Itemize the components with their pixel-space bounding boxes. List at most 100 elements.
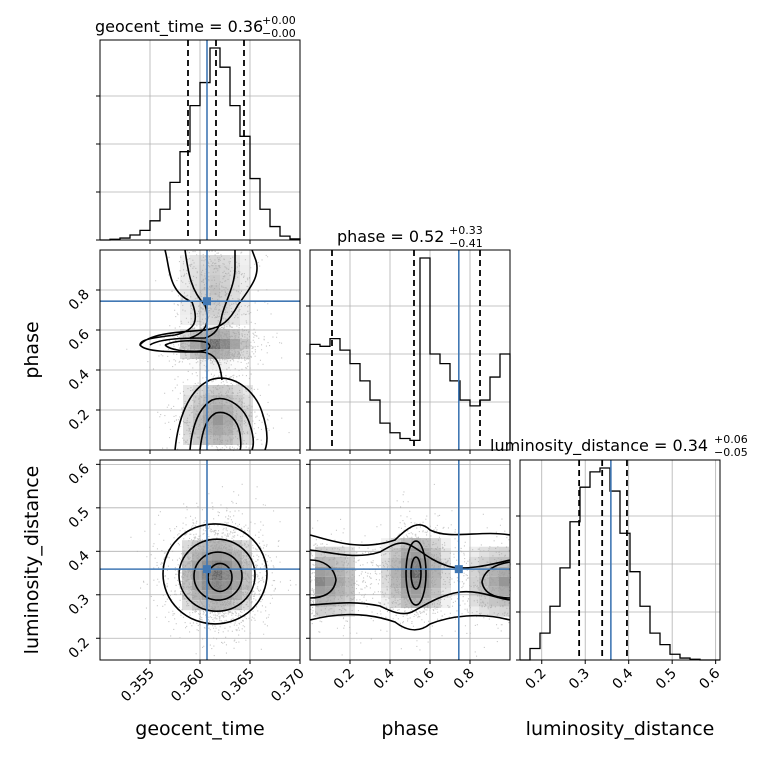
truth-point-geocent-time-vs-phase — [203, 297, 211, 306]
density-cell-phase-vs-luminosity-distance-2 — [479, 556, 489, 567]
density-cell-phase-vs-luminosity-distance-1 — [411, 538, 421, 549]
histogram-luminosity-distance — [520, 467, 720, 661]
contour-phase-vs-luminosity-distance-4 — [405, 540, 427, 606]
density-cell-geocent-time-vs-luminosity-distance-0 — [242, 550, 252, 561]
density-cell-geocent-time-vs-luminosity-distance-0 — [192, 590, 202, 601]
density-cell-geocent-time-vs-phase-2 — [210, 295, 220, 305]
density-cell-phase-vs-luminosity-distance-1 — [431, 538, 441, 549]
density-cell-geocent-time-vs-luminosity-distance-0 — [212, 540, 222, 551]
density-cell-geocent-time-vs-luminosity-distance-0 — [232, 550, 242, 561]
tick-layer: 0.355 0.360 0.365 0.370 0.2 0.4 0.6 0.8 0.2 0.3 0.… — [66, 95, 724, 706]
contour-geocent-time-vs-phase-5 — [199, 411, 242, 451]
truth-point-geocent-time-vs-luminosity-distance — [203, 565, 211, 574]
title-phase-minus: −0.41 — [449, 237, 483, 250]
density-cell-phase-vs-luminosity-distance-2 — [489, 566, 499, 577]
density-cell-phase-vs-luminosity-distance-0 — [315, 586, 325, 597]
density-cell-phase-vs-luminosity-distance-1 — [431, 558, 441, 569]
density-cell-geocent-time-vs-phase-2 — [220, 255, 230, 265]
density-cell-phase-vs-luminosity-distance-1 — [421, 598, 431, 609]
title-luminosity-distance-minus: −0.05 — [714, 446, 748, 459]
density-cell-phase-vs-luminosity-distance-2 — [489, 546, 499, 557]
density-cell-geocent-time-vs-phase-2 — [180, 255, 190, 265]
contour-geocent-time-vs-luminosity-distance-1 — [178, 538, 256, 613]
ytick-label-luminosity-distance-3: 0.5 — [66, 504, 93, 531]
contour-phase-vs-luminosity-distance-0 — [309, 524, 511, 546]
density-cell-geocent-time-vs-phase-2 — [210, 265, 220, 275]
density-cell-geocent-time-vs-phase-2 — [240, 305, 250, 315]
density-cell-phase-vs-luminosity-distance-2 — [469, 606, 479, 617]
density-cell-geocent-time-vs-phase-2 — [180, 305, 190, 315]
contour-geocent-time-vs-luminosity-distance-2 — [193, 551, 243, 601]
density-cell-phase-vs-luminosity-distance-1 — [431, 568, 441, 579]
density-cell-geocent-time-vs-phase-2 — [220, 315, 230, 325]
density-cell-geocent-time-vs-phase-1 — [193, 435, 203, 445]
marker-lines-layer — [100, 40, 628, 660]
ytick-label-phase-1: 0.4 — [66, 366, 93, 393]
density-cell-geocent-time-vs-luminosity-distance-0 — [222, 600, 232, 611]
density-cell-phase-vs-luminosity-distance-1 — [431, 588, 441, 599]
contour-geocent-time-vs-luminosity-distance-0 — [162, 523, 268, 625]
xtick-label-phase-1: 0.4 — [371, 665, 398, 692]
density-cell-geocent-time-vs-phase-2 — [180, 315, 190, 325]
density-cell-phase-vs-luminosity-distance-2 — [489, 576, 499, 587]
density-cell-geocent-time-vs-luminosity-distance-0 — [182, 590, 192, 601]
density-cell-phase-vs-luminosity-distance-1 — [411, 578, 421, 589]
density-cell-phase-vs-luminosity-distance-1 — [391, 578, 401, 589]
title-phase: phase = 0.52 — [337, 227, 444, 246]
density-cell-geocent-time-vs-phase-1 — [233, 385, 243, 395]
title-luminosity-distance-plus: +0.06 — [714, 433, 748, 446]
density-cell-geocent-time-vs-luminosity-distance-0 — [212, 600, 222, 611]
density-cell-phase-vs-luminosity-distance-2 — [479, 576, 489, 587]
density-cell-phase-vs-luminosity-distance-1 — [381, 588, 391, 599]
density-cell-phase-vs-luminosity-distance-1 — [381, 578, 391, 589]
density-cell-geocent-time-vs-luminosity-distance-0 — [242, 560, 252, 571]
density-cell-geocent-time-vs-phase-2 — [240, 275, 250, 285]
density-cell-geocent-time-vs-phase-2 — [230, 315, 240, 325]
density-cell-phase-vs-luminosity-distance-1 — [401, 598, 411, 609]
density-cell-geocent-time-vs-luminosity-distance-0 — [222, 590, 232, 601]
density-cell-phase-vs-luminosity-distance-1 — [441, 598, 451, 609]
contour-phase-vs-luminosity-distance-5 — [410, 556, 422, 590]
density-cell-phase-vs-luminosity-distance-0 — [315, 566, 325, 577]
density-cell-phase-vs-luminosity-distance-1 — [441, 548, 451, 559]
xtick-label-phase-0: 0.2 — [331, 666, 358, 693]
density-cell-geocent-time-vs-phase-0 — [220, 359, 230, 369]
contour-geocent-time-vs-phase-4 — [189, 397, 255, 451]
density-cell-phase-vs-luminosity-distance-1 — [381, 548, 391, 559]
density-cell-geocent-time-vs-phase-1 — [183, 385, 193, 395]
xtick-label-geocent-time-2: 0.365 — [218, 666, 258, 706]
density-cell-phase-vs-luminosity-distance-2 — [499, 606, 509, 617]
density-cell-phase-vs-luminosity-distance-0 — [335, 586, 345, 597]
title-phase-plus: +0.33 — [449, 224, 483, 237]
contour-phase-vs-luminosity-distance-2 — [309, 542, 511, 569]
xtick-label-geocent-time-3: 0.370 — [268, 666, 308, 706]
density-cell-phase-vs-luminosity-distance-2 — [489, 606, 499, 617]
density-cell-geocent-time-vs-phase-2 — [190, 265, 200, 275]
density-cell-geocent-time-vs-luminosity-distance-0 — [182, 540, 192, 551]
density-cell-phase-vs-luminosity-distance-2 — [469, 556, 479, 567]
density-cell-phase-vs-luminosity-distance-1 — [421, 538, 431, 549]
contour-phase-vs-luminosity-distance-7 — [481, 561, 511, 599]
density-cell-phase-vs-luminosity-distance-1 — [431, 598, 441, 609]
density-cell-phase-vs-luminosity-distance-1 — [431, 548, 441, 559]
density-cell-phase-vs-luminosity-distance-1 — [411, 588, 421, 599]
grid-layer — [100, 40, 720, 660]
density-cell-phase-vs-luminosity-distance-2 — [479, 566, 489, 577]
density-cell-phase-vs-luminosity-distance-0 — [315, 606, 325, 617]
ylabel-phase: phase — [21, 321, 43, 378]
density-cell-phase-vs-luminosity-distance-0 — [335, 606, 345, 617]
density-cell-geocent-time-vs-phase-2 — [190, 275, 200, 285]
density-cell-geocent-time-vs-luminosity-distance-0 — [222, 570, 232, 581]
density-cell-phase-vs-luminosity-distance-0 — [315, 576, 325, 587]
density-cell-phase-vs-luminosity-distance-1 — [441, 578, 451, 589]
contour-layer — [139, 249, 511, 631]
xtick-label-luminosity-distance-0: 0.2 — [523, 666, 550, 693]
density-cell-phase-vs-luminosity-distance-1 — [401, 548, 411, 559]
ytick-label-luminosity-distance-2: 0.4 — [66, 548, 93, 575]
density-cell-geocent-time-vs-luminosity-distance-0 — [182, 550, 192, 561]
density-cell-geocent-time-vs-luminosity-distance-0 — [182, 570, 192, 581]
density-cell-phase-vs-luminosity-distance-2 — [499, 596, 509, 607]
density-cell-geocent-time-vs-phase-2 — [230, 295, 240, 305]
density-cell-geocent-time-vs-phase-2 — [200, 305, 210, 315]
density-cell-geocent-time-vs-phase-1 — [213, 415, 223, 425]
